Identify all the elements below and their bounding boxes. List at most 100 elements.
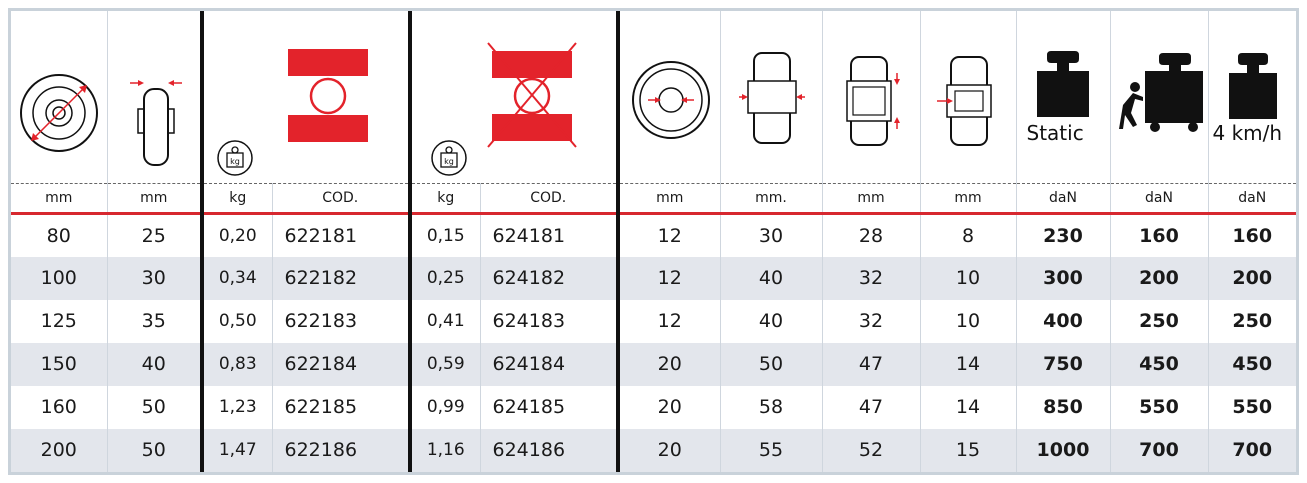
- table-cell: 40: [720, 256, 823, 300]
- table-cell: 30: [720, 213, 823, 257]
- table-cell: 700: [1110, 428, 1209, 472]
- table-cell: 200: [11, 428, 108, 472]
- table-cell: 230: [1016, 213, 1111, 257]
- table-cell: 0,83: [202, 342, 273, 386]
- bore-diameter-icon: [632, 61, 710, 139]
- table-cell: 0,15: [410, 213, 481, 257]
- wheel-width-icon: [129, 80, 182, 166]
- table-cell: 0,50: [202, 299, 273, 343]
- hub-length-icon: [738, 52, 805, 144]
- table-cell: 125: [11, 299, 108, 343]
- table-cell: 10: [920, 299, 1017, 343]
- wheel-type-bearing-icon: [288, 49, 368, 142]
- table-cell: 250: [1232, 310, 1273, 333]
- unit-cell: kg: [410, 182, 481, 215]
- table-cell: 624181: [480, 213, 620, 257]
- unit-cell: mm: [920, 182, 1017, 215]
- table-row: 125 35 0,50 622183 0,41 624183 12 40 32 10 400 250 2…: [11, 299, 1296, 343]
- wheel-diameter-icon-cell: [11, 11, 108, 184]
- table-cell: 400: [1016, 299, 1111, 343]
- table-cell: 0,25: [410, 256, 481, 300]
- table-cell: 20: [618, 342, 721, 386]
- table-cell: 52: [822, 428, 921, 472]
- table-cell: 624182: [480, 256, 620, 300]
- table-cell: 624183: [480, 299, 620, 343]
- static-load-icon-cell: Static: [1016, 11, 1111, 184]
- wheel-width-icon-cell: [107, 11, 204, 184]
- table-row: 100 30 0,34 622182 0,25 624182 12 40 32 10 300 200 2…: [11, 256, 1296, 300]
- table-cell: 160: [1232, 224, 1273, 247]
- table-cell: 1000: [1016, 428, 1111, 472]
- table-cell: 0,34: [202, 256, 273, 300]
- table-cell: 28: [822, 213, 921, 257]
- table-cell: 50: [107, 385, 204, 429]
- static-label: Static: [1026, 121, 1084, 145]
- table-cell: 32: [822, 299, 921, 343]
- table-cell: 47: [822, 342, 921, 386]
- table-cell: 550: [1232, 396, 1273, 419]
- table-cell: 58: [720, 385, 823, 429]
- table-cell: 622183: [272, 299, 412, 343]
- table-cell: 624185: [480, 385, 620, 429]
- table-row: 80 25 0,20 622181 0,15 624181 12 30 28 8 230 160 160: [11, 213, 1296, 257]
- unit-cell: kg: [202, 182, 273, 215]
- table-cell: 250: [1110, 299, 1209, 343]
- type2-symbol-cell: [480, 11, 620, 184]
- table-cell: 1,23: [202, 385, 273, 429]
- svg-text:kg: kg: [444, 157, 454, 166]
- static-weight-icon: [1036, 51, 1089, 117]
- hub-inner-icon-cell: [822, 11, 921, 184]
- table-row: 150 40 0,83 622184 0,59 624184 20 50 47 14 750 450 4…: [11, 342, 1296, 386]
- table-cell: 32: [822, 256, 921, 300]
- table-cell: 14: [920, 342, 1017, 386]
- table-cell: 10: [920, 256, 1017, 300]
- table-cell: 0,41: [410, 299, 481, 343]
- unit-cell: mm.: [720, 182, 823, 215]
- table-cell: 622186: [272, 428, 412, 472]
- unit-cell: mm: [107, 182, 204, 215]
- table-cell: 55: [720, 428, 823, 472]
- table-cell: 20: [618, 428, 721, 472]
- dynamic-load-icon-cell: [1110, 11, 1209, 184]
- wheel-type-crossed-icon: [487, 42, 577, 148]
- spec-table: kg kg: [11, 11, 1296, 472]
- unit-cell: daN: [1208, 182, 1296, 215]
- table-cell: 450: [1208, 342, 1296, 386]
- icon-header-row: kg kg: [11, 11, 1296, 184]
- speed-label: 4 km/h: [1212, 121, 1283, 145]
- table-cell: 850: [1016, 385, 1111, 429]
- speed-weight-icon: [1228, 53, 1277, 119]
- unit-cell: mm: [822, 182, 921, 215]
- table-cell: 624186: [480, 428, 620, 472]
- table-cell: 160: [1110, 213, 1209, 257]
- table-cell: 0,20: [202, 213, 273, 257]
- table-cell: 200: [1110, 256, 1209, 300]
- unit-cell: mm: [11, 182, 108, 215]
- table-cell: 100: [11, 256, 108, 300]
- table-cell: 47: [822, 385, 921, 429]
- table-cell: 450: [1110, 342, 1209, 386]
- table-cell: 12: [618, 213, 721, 257]
- table-cell: 160: [11, 385, 108, 429]
- table-cell: 622182: [272, 256, 412, 300]
- type1-weight-icon-cell: kg: [202, 11, 272, 183]
- weight-kg-icon: kg: [217, 140, 253, 176]
- table-cell: 80: [11, 213, 108, 257]
- table-cell: 1,16: [410, 428, 481, 472]
- table-cell: 15: [920, 428, 1017, 472]
- table-cell: 622181: [272, 213, 412, 257]
- table-cell: 1,47: [202, 428, 273, 472]
- unit-cell: COD.: [272, 182, 412, 215]
- table-cell: 40: [107, 342, 204, 386]
- table-cell: 40: [720, 299, 823, 343]
- hub-width-icon: [936, 56, 992, 146]
- table-cell: 200: [1208, 256, 1296, 300]
- wheel-diameter-icon: [20, 74, 98, 152]
- table-cell: 8: [920, 213, 1017, 257]
- table-cell: 150: [11, 342, 108, 386]
- table-cell: 700: [1208, 428, 1296, 472]
- unit-cell: mm: [618, 182, 721, 215]
- unit-cell: daN: [1016, 182, 1111, 215]
- table-cell: 750: [1016, 342, 1111, 386]
- hub-width-icon-cell: [920, 11, 1017, 184]
